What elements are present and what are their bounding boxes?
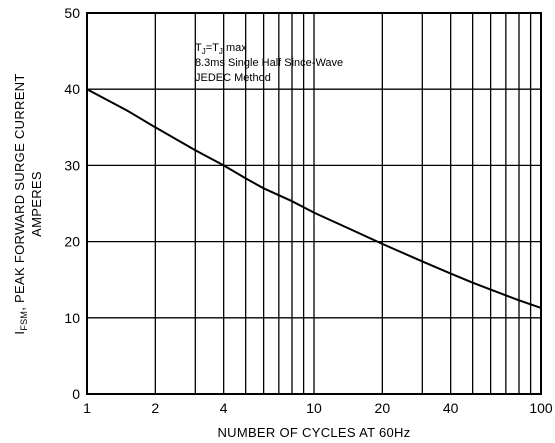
grid-lines bbox=[87, 13, 541, 394]
x-tick-label: 40 bbox=[443, 400, 459, 416]
x-tick-label: 20 bbox=[375, 400, 391, 416]
annotation-line-1: TJ=TJ max bbox=[195, 42, 247, 56]
annotation-line-2: 8.3ms Single Half Since-Wave bbox=[195, 57, 343, 69]
y-tick-label: 10 bbox=[64, 310, 80, 326]
x-axis-title: NUMBER OF CYCLES AT 60Hz bbox=[217, 425, 410, 440]
x-tick-label: 100 bbox=[529, 400, 553, 416]
y-tick-label: 40 bbox=[64, 81, 80, 97]
x-tick-labels: 1 2 4 10 20 40 100 bbox=[83, 400, 553, 416]
y-tick-labels: 0 10 20 30 40 50 bbox=[64, 5, 80, 402]
x-tick-label: 1 bbox=[83, 400, 91, 416]
x-tick-label: 10 bbox=[306, 400, 322, 416]
y-tick-label: 30 bbox=[64, 157, 80, 173]
x-tick-label: 2 bbox=[151, 400, 159, 416]
y-axis-title-line-2: AMPERES bbox=[29, 171, 44, 237]
y-axis-title-line-1: IFSM, PEAK FORWARD SURGE CURRENT bbox=[12, 73, 29, 334]
y-tick-label: 20 bbox=[64, 234, 80, 250]
annotation-line-3: JEDEC Method bbox=[195, 72, 271, 84]
y-tick-label: 50 bbox=[64, 5, 80, 21]
y-tick-label: 0 bbox=[72, 386, 80, 402]
x-tick-label: 4 bbox=[220, 400, 228, 416]
